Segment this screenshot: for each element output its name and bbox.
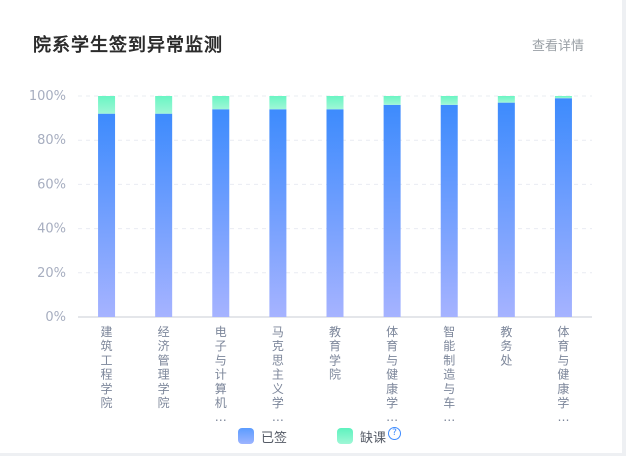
bar-signed[interactable] (155, 113, 173, 318)
x-category-label: 智能制造与车… (443, 324, 455, 424)
y-tick-label: 0% (45, 310, 66, 325)
x-category-char: 筑 (101, 338, 113, 353)
x-category-char: 思 (272, 353, 284, 367)
bar-signed[interactable] (326, 109, 344, 317)
bar-signed[interactable] (269, 109, 287, 317)
x-category-char: 学 (329, 352, 341, 367)
x-category-label: 教务处 (500, 324, 512, 367)
bar-signed[interactable] (554, 98, 572, 318)
x-category-char: 学 (158, 381, 170, 396)
bar-signed[interactable] (497, 102, 515, 317)
x-category-char: 学 (101, 381, 113, 396)
x-category-char: 机 (215, 396, 227, 410)
legend-label-signed: 已签 (261, 430, 288, 446)
x-category-char: 制 (443, 353, 455, 367)
x-category-char: 建 (101, 325, 113, 339)
y-tick-label: 20% (37, 266, 66, 281)
x-category-char: 体 (386, 325, 398, 339)
x-category-char: … (386, 410, 398, 424)
signed-swatch (238, 428, 254, 444)
x-category-char: 克 (272, 339, 284, 353)
x-category-char: 与 (557, 353, 569, 367)
bar-signed[interactable] (383, 104, 401, 317)
chart-title: 院系学生签到异常监测 (33, 35, 223, 56)
bar-absent[interactable] (155, 96, 173, 114)
x-category-char: 电 (215, 325, 227, 339)
x-category-char: 理 (158, 368, 170, 382)
x-category-char: 院 (329, 368, 341, 382)
x-category-char: 能 (443, 339, 455, 353)
x-category-char: 工 (101, 353, 113, 367)
x-category-char: 康 (557, 381, 569, 396)
x-category-char: 程 (101, 367, 113, 382)
x-category-char: 管 (158, 352, 170, 367)
x-category-char: … (215, 410, 227, 424)
bar-absent[interactable] (440, 96, 458, 105)
legend-label-absent: 缺课 (360, 430, 387, 446)
x-category-char: 主 (272, 368, 284, 382)
x-category-char: 与 (215, 353, 227, 367)
x-category-char: 院 (101, 396, 113, 410)
x-category-char: 济 (158, 338, 170, 353)
x-category-char: 造 (443, 368, 455, 382)
x-category-char: 康 (386, 381, 398, 396)
x-category-char: 学 (272, 395, 284, 410)
x-category-char: 育 (386, 338, 398, 353)
x-category-char: 车 (443, 395, 455, 410)
x-category-label: 电子与计算机… (215, 325, 227, 424)
x-category-char: 与 (386, 353, 398, 367)
x-category-label: 体育与健康学… (386, 325, 398, 424)
bar-signed[interactable] (212, 109, 230, 317)
x-category-char: 教 (500, 324, 512, 339)
bar-signed[interactable] (440, 104, 458, 317)
y-tick-label: 100% (29, 89, 66, 104)
bar-absent[interactable] (383, 96, 401, 105)
bar-absent[interactable] (269, 96, 287, 110)
x-category-char: 健 (557, 368, 569, 382)
bar-absent[interactable] (326, 96, 344, 110)
x-category-char: 与 (443, 382, 455, 396)
x-category-char: … (272, 410, 284, 424)
x-category-char: 教 (329, 324, 341, 339)
x-category-char: 体 (557, 325, 569, 339)
absent-swatch (337, 428, 353, 444)
bar-absent[interactable] (212, 96, 230, 110)
x-category-char: 健 (386, 368, 398, 382)
x-category-char: 算 (215, 381, 227, 396)
x-category-char: 育 (329, 338, 341, 353)
help-icon[interactable]: ? (388, 426, 402, 440)
x-category-char: 育 (557, 338, 569, 353)
x-category-char: 义 (272, 382, 284, 396)
legend-item-absent[interactable]: 缺课 ? (337, 426, 402, 446)
bar-absent[interactable] (554, 96, 572, 99)
y-tick-label: 80% (37, 133, 66, 148)
x-category-char: 处 (500, 353, 512, 367)
view-details-link[interactable]: 查看详情 (531, 39, 584, 54)
bar-signed[interactable] (98, 113, 116, 318)
x-category-char: 务 (500, 338, 512, 353)
x-category-char: 马 (272, 325, 284, 339)
legend-item-signed[interactable]: 已签 (238, 426, 287, 446)
y-tick-label: 40% (37, 222, 66, 237)
x-category-char: 计 (215, 368, 227, 382)
x-category-char: 子 (215, 339, 227, 353)
y-tick-label: 60% (37, 177, 66, 192)
x-category-char: 智 (443, 324, 455, 339)
x-category-char: 学 (557, 395, 569, 410)
x-category-char: 经 (158, 325, 170, 339)
bar-absent[interactable] (98, 96, 116, 114)
x-category-char: 学 (386, 395, 398, 410)
x-category-label: 体育与健康学… (557, 325, 569, 424)
x-category-char: … (557, 410, 569, 424)
x-category-char: 院 (158, 396, 170, 410)
bar-absent[interactable] (497, 96, 515, 103)
x-category-char: … (443, 410, 455, 424)
x-category-label: 马克思主义学… (272, 325, 284, 424)
